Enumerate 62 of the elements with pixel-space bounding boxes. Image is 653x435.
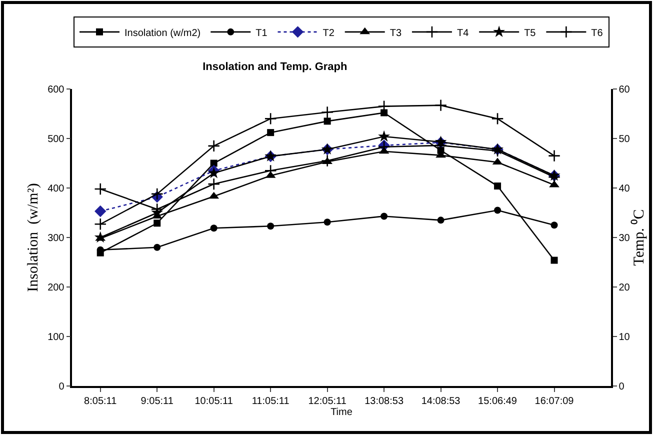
point — [324, 218, 331, 226]
y-tick-label: 400 — [48, 184, 65, 194]
y2-tick-label: 60 — [618, 84, 630, 96]
point — [154, 220, 161, 227]
y-tick-label: 200 — [48, 282, 65, 294]
point — [380, 109, 388, 116]
x-axis-title: Time — [330, 407, 353, 418]
point — [154, 244, 161, 251]
point — [548, 150, 561, 162]
point — [210, 224, 218, 232]
legend-label: T5 — [524, 28, 536, 39]
point — [150, 188, 164, 200]
y2-tick-label: 40 — [618, 184, 630, 194]
legend-label: T6 — [591, 28, 604, 39]
y-tick-label: 100 — [48, 332, 65, 343]
x-tick-label: 8:05:11 — [84, 396, 118, 407]
point — [550, 256, 558, 264]
legend-label: T3 — [390, 28, 402, 39]
x-tick-label: 11:05:11 — [252, 396, 290, 407]
legend-label: T2 — [322, 28, 335, 39]
point — [550, 222, 558, 229]
y2-tick-label: 50 — [618, 134, 630, 145]
point — [494, 182, 502, 190]
point — [94, 218, 107, 230]
x-tick-label: 12:05:11 — [308, 396, 347, 407]
point — [267, 129, 274, 136]
point — [491, 112, 504, 125]
legend-label: T1 — [256, 28, 268, 39]
point — [94, 182, 107, 196]
y-tick-label: 600 — [48, 84, 65, 96]
x-tick-label: 10:05:11 — [194, 396, 234, 407]
point — [437, 216, 444, 224]
point — [321, 106, 334, 119]
y-tick-label: 300 — [48, 233, 65, 244]
x-tick-label: 14:08:53 — [421, 396, 461, 407]
x-tick-label: 16:07:09 — [534, 396, 574, 407]
y2-tick-label: 10 — [618, 332, 630, 343]
point — [324, 118, 331, 125]
legend-label: Insolation (w/m2) — [124, 28, 201, 39]
chart-title: Insolation and Temp. Graph — [202, 60, 348, 73]
y2-tick-label: 20 — [618, 282, 630, 294]
x-tick-label: 13:08:53 — [364, 396, 404, 407]
y-axis-title: Insolation (w/m²) — [25, 183, 42, 292]
y2-tick-label: 30 — [618, 233, 630, 244]
point — [380, 212, 388, 220]
point — [264, 112, 277, 125]
point — [94, 205, 106, 218]
point — [267, 222, 274, 230]
y2-tick-label: 0 — [618, 382, 625, 392]
point — [378, 130, 390, 142]
point — [208, 140, 220, 152]
point — [208, 178, 220, 190]
point — [321, 154, 334, 168]
y-tick-label: 0 — [58, 382, 65, 392]
point — [494, 206, 502, 214]
point — [434, 99, 448, 112]
y2-axis-title: Temp. ⁰C — [630, 209, 648, 266]
legend-label: T4 — [456, 28, 470, 39]
x-tick-label: 9:05:11 — [140, 396, 174, 407]
point — [94, 231, 106, 243]
y-tick-label: 500 — [48, 134, 65, 145]
x-tick-label: 15:06:49 — [478, 396, 518, 407]
